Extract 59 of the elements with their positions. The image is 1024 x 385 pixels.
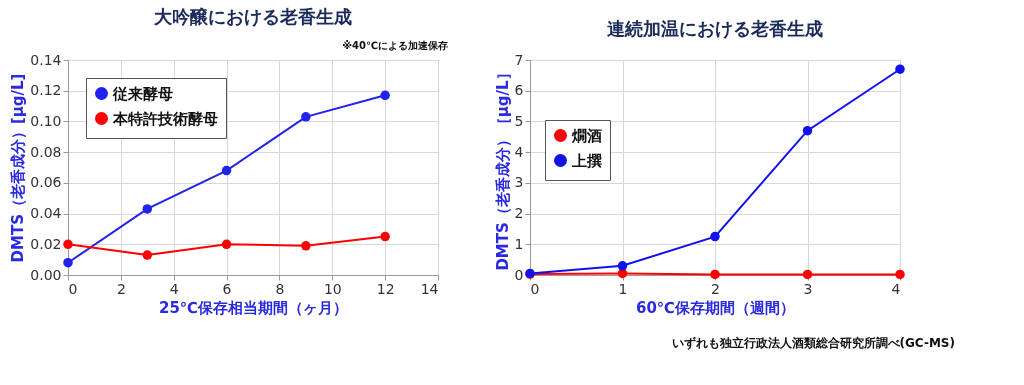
- legend-label: 上撰: [571, 151, 602, 170]
- point: [221, 165, 232, 176]
- y-tick-label: 0.10: [30, 112, 62, 129]
- y-axis-title: DMTS（老香成分）[μg/L]: [9, 73, 28, 263]
- x-tick-label: 10: [323, 280, 342, 297]
- y-axis-title: DMTS（老香成分）［μg/L］: [493, 65, 512, 271]
- x-tick-label: 4: [169, 280, 179, 297]
- point: [301, 112, 311, 122]
- y-tick-label: 5: [514, 112, 524, 129]
- point: [142, 204, 153, 214]
- y-tick-label: 3: [514, 174, 524, 191]
- point: [301, 241, 311, 251]
- y-tick-label: 4: [514, 143, 524, 160]
- x-tick-label: 0: [68, 280, 78, 297]
- point: [710, 269, 720, 280]
- y-tick-label: 7: [514, 51, 524, 68]
- y-tick-label: 0.14: [30, 51, 62, 68]
- y-tick-label: 0.00: [30, 266, 62, 283]
- y-tick-label: 2: [514, 205, 524, 222]
- text: いずれも独立行政法人酒類総合研究所調べ(GC-MS): [671, 336, 955, 350]
- point: [895, 269, 905, 280]
- point: [221, 239, 232, 250]
- y-tick-label: 1: [514, 235, 524, 252]
- y-tick-label: 0.02: [30, 235, 62, 252]
- point: [802, 269, 813, 280]
- text: ※40℃による加速保存: [342, 40, 448, 51]
- point: [617, 261, 628, 271]
- x-tick-label: 12: [376, 280, 395, 297]
- point: [380, 231, 390, 242]
- point: [710, 231, 720, 242]
- x-tick-label: 6: [222, 280, 232, 297]
- x-tick-label: 4: [891, 280, 901, 297]
- legend-label: 燗酒: [571, 126, 602, 145]
- point: [142, 250, 153, 260]
- x-tick-label: 1: [618, 280, 628, 297]
- point: [63, 239, 73, 250]
- y-tick-label: 0: [514, 266, 524, 283]
- x-tick-label: 0: [530, 280, 540, 297]
- y-tick-label: 6: [514, 82, 524, 99]
- y-tick-label: 0.08: [30, 143, 62, 160]
- x-tick-label: 14: [420, 280, 439, 297]
- point: [380, 90, 390, 101]
- point: [802, 125, 813, 136]
- legend-label: 従来酵母: [112, 84, 173, 103]
- y-tick-label: 0.12: [30, 82, 62, 99]
- x-tick-label: 2: [116, 280, 126, 297]
- x-tick-label: 3: [803, 280, 813, 297]
- x-axis-title: 25℃保存相当期間（ヶ月）: [158, 298, 349, 317]
- legend-label: 本特許技術酵母: [112, 109, 218, 128]
- point: [895, 64, 905, 74]
- x-tick-label: 2: [711, 280, 720, 297]
- x-tick-label: 8: [275, 280, 285, 297]
- x-axis-title: 60℃保存期間（週間）: [635, 298, 796, 317]
- point: [617, 268, 628, 279]
- y-tick-label: 0.06: [30, 174, 62, 191]
- chart-title: 連続加温における老香生成: [607, 18, 823, 39]
- point: [63, 257, 73, 268]
- y-tick-label: 0.04: [30, 205, 62, 222]
- chart-title: 大吟醸における老香生成: [153, 6, 352, 27]
